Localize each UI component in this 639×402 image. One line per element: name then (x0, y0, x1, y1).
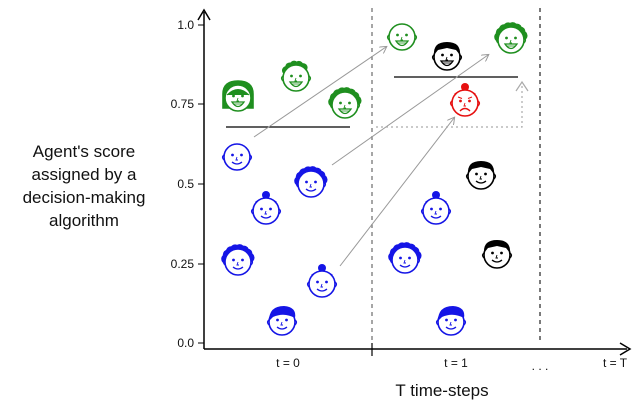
y-tick-label-2: 0.5 (177, 177, 194, 191)
step-label-ellipsis: . . . (532, 359, 549, 373)
agent-face-rejected-6-eye (276, 319, 279, 322)
agent-face-accepted-1-eye (232, 95, 235, 98)
agent-face-rejected-2 (294, 166, 327, 197)
agent-face-rejected-4 (221, 244, 254, 275)
agent-face-rejected-9 (437, 306, 466, 335)
agent-face-new-2-eye (475, 173, 478, 176)
step-label-tT: t = T (603, 356, 628, 370)
x-axis-title: T time-steps (395, 381, 488, 400)
agent-face-rejected-8 (388, 242, 421, 273)
agent-face-declined-1 (451, 83, 480, 116)
agent-face-accepted-1 (223, 81, 253, 111)
agent-face-rejected-7 (422, 191, 451, 224)
y-tick-label-4: 1.0 (177, 18, 194, 32)
y-tick-label-1: 0.25 (171, 257, 195, 271)
recourse-dotted-line (376, 84, 522, 127)
agent-face-new-1 (433, 42, 462, 70)
agent-face-new-3-eye (491, 252, 494, 255)
agent-face-rejected-8-eye (408, 257, 411, 260)
agent-face-rejected-9-eye (454, 319, 457, 322)
agent-face-accepted-5-eye (514, 37, 517, 40)
agent-faces (221, 22, 527, 335)
y-tick-label-0: 0.0 (177, 336, 194, 350)
agent-face-rejected-1-eye (240, 154, 243, 157)
agent-face-declined-1-eye (459, 100, 462, 103)
step-label-t1: t = 1 (444, 356, 468, 370)
improvement-arrow-1 (254, 47, 386, 137)
agent-face-new-3 (483, 240, 512, 268)
agent-face-rejected-1-eye (231, 154, 234, 157)
agent-face-rejected-4-eye (232, 259, 235, 262)
agent-face-rejected-4-eye (241, 259, 244, 262)
step-label-t0: t = 0 (276, 356, 300, 370)
agent-face-rejected-7-eye (430, 208, 433, 211)
agent-face-rejected-6-eye (285, 319, 288, 322)
agent-face-rejected-9-eye (445, 319, 448, 322)
agent-face-rejected-7-eye (439, 208, 442, 211)
agent-face-accepted-2-eye (299, 75, 302, 78)
agent-face-accepted-4-eye (396, 34, 399, 37)
agent-face-rejected-3 (252, 191, 281, 224)
agent-face-rejected-8-eye (399, 257, 402, 260)
agent-face-rejected-5-eye (316, 281, 319, 284)
agent-face-rejected-3-eye (260, 208, 263, 211)
agent-face-declined-1-eye (468, 100, 471, 103)
agent-face-rejected-2-eye (314, 181, 317, 184)
agent-face-accepted-4-eye (405, 34, 408, 37)
agent-face-accepted-2-eye (290, 75, 293, 78)
agent-face-rejected-5-eye (325, 281, 328, 284)
agent-face-new-2-eye (484, 173, 487, 176)
agent-face-accepted-3-eye (348, 102, 351, 105)
agent-face-accepted-1-eye (241, 95, 244, 98)
agent-face-new-1-eye (441, 54, 444, 57)
y-tick-label-3: 0.75 (171, 97, 195, 111)
agent-face-new-1-eye (450, 54, 453, 57)
agent-face-accepted-5 (494, 22, 527, 53)
axes: 0.0 0.25 0.5 0.75 1.0 (171, 10, 630, 356)
agent-face-rejected-3-eye (269, 208, 272, 211)
agent-face-accepted-5-eye (505, 37, 508, 40)
agent-face-rejected-5 (308, 264, 337, 297)
agent-face-accepted-3-eye (339, 102, 342, 105)
agent-face-accepted-3 (328, 87, 361, 118)
agent-face-accepted-2 (282, 61, 311, 91)
agent-face-rejected-6 (268, 306, 297, 335)
agent-face-rejected-2-eye (305, 181, 308, 184)
agent-face-new-2 (467, 161, 496, 189)
agent-face-rejected-1 (223, 144, 252, 170)
agent-face-new-3-eye (500, 252, 503, 255)
agent-face-accepted-4 (388, 24, 417, 50)
